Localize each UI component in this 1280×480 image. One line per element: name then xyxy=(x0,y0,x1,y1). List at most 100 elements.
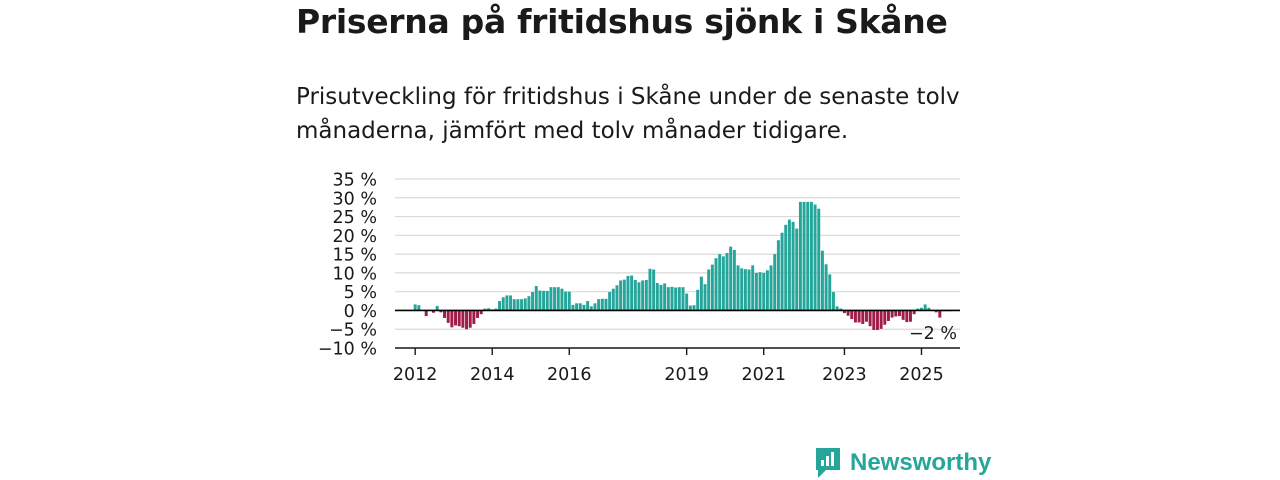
bar xyxy=(934,310,938,313)
bar xyxy=(916,308,920,311)
bar xyxy=(578,303,582,311)
bar xyxy=(809,201,813,311)
bar xyxy=(901,310,905,320)
bar xyxy=(666,287,670,311)
y-tick-label: 15 % xyxy=(333,246,377,266)
bar xyxy=(875,310,879,330)
bar xyxy=(853,310,857,323)
bar xyxy=(498,301,502,311)
bar xyxy=(802,201,806,311)
bar xyxy=(622,279,626,311)
bar xyxy=(703,284,707,311)
bar xyxy=(476,310,480,318)
bar xyxy=(798,201,802,311)
bar xyxy=(435,305,439,311)
y-tick-label: 5 % xyxy=(344,283,377,303)
bar xyxy=(659,284,663,311)
bar xyxy=(575,303,579,311)
bar xyxy=(516,299,520,311)
bar xyxy=(791,221,795,311)
bar xyxy=(509,295,513,311)
y-tick-label: 30 % xyxy=(333,189,377,209)
bar xyxy=(817,208,821,311)
bar xyxy=(813,204,817,311)
bar xyxy=(842,310,846,314)
bar xyxy=(864,310,868,322)
bar xyxy=(692,305,696,311)
bar xyxy=(824,264,828,311)
bar xyxy=(501,297,505,311)
bar xyxy=(644,280,648,311)
bar xyxy=(773,254,777,311)
bar xyxy=(787,219,791,311)
bar xyxy=(593,303,597,311)
bar xyxy=(839,308,843,311)
y-tick-label: 25 % xyxy=(333,208,377,228)
bar xyxy=(637,282,641,311)
y-tick-label: 20 % xyxy=(333,227,377,247)
bar xyxy=(850,310,854,320)
bar xyxy=(505,295,509,311)
newsworthy-brand[interactable]: Newsworthy xyxy=(814,446,991,480)
bar xyxy=(531,292,535,311)
bar xyxy=(751,265,755,311)
bar xyxy=(806,201,810,311)
chart-subtitle: Prisutveckling för fritidshus i Skåne un… xyxy=(296,84,960,144)
bar xyxy=(608,292,612,311)
bar xyxy=(520,299,524,311)
bar xyxy=(564,291,568,311)
bar xyxy=(718,254,722,311)
x-tick-label: 2019 xyxy=(664,365,709,385)
bar xyxy=(795,228,799,311)
bar xyxy=(512,299,516,311)
bar xyxy=(696,289,700,311)
bar xyxy=(670,286,674,311)
bar xyxy=(549,287,553,311)
bars xyxy=(413,201,953,330)
bar xyxy=(483,308,487,311)
last-value-annotation: −2 % xyxy=(909,324,957,344)
bar xyxy=(905,310,909,323)
bar xyxy=(927,307,931,311)
x-tick-label: 2012 xyxy=(393,365,438,385)
bar xyxy=(681,287,685,311)
bar xyxy=(831,292,835,311)
bar xyxy=(938,310,942,318)
bar xyxy=(626,275,630,311)
bar xyxy=(461,310,465,328)
bar xyxy=(732,249,736,311)
bar xyxy=(630,275,634,311)
y-tick-label: −5 % xyxy=(329,321,377,341)
bar xyxy=(784,224,788,311)
bar xyxy=(663,283,667,311)
bar xyxy=(600,298,604,311)
bar xyxy=(699,276,703,311)
bar xyxy=(439,310,443,313)
bar xyxy=(450,310,454,328)
bar xyxy=(857,310,861,323)
bar xyxy=(861,310,865,324)
bar xyxy=(615,285,619,311)
bar xyxy=(494,308,498,311)
bar xyxy=(897,310,901,317)
bar xyxy=(754,272,758,311)
bar xyxy=(710,264,714,311)
bar xyxy=(468,310,472,328)
bar xyxy=(567,291,571,311)
bar xyxy=(729,246,733,311)
bar xyxy=(641,280,645,311)
brand-name: Newsworthy xyxy=(850,449,992,476)
bar xyxy=(611,288,615,311)
bar xyxy=(527,296,531,311)
x-axis-tick-labels: 2012 2014 2016 2019 2021 2023 2025 xyxy=(393,348,944,385)
bar xyxy=(886,310,890,321)
bar xyxy=(919,307,923,311)
bar xyxy=(923,304,927,311)
bar xyxy=(542,290,546,311)
bar xyxy=(835,306,839,311)
bar xyxy=(688,305,692,311)
bar xyxy=(740,268,744,311)
bar xyxy=(619,280,623,311)
bar xyxy=(633,280,637,311)
bar xyxy=(597,299,601,311)
